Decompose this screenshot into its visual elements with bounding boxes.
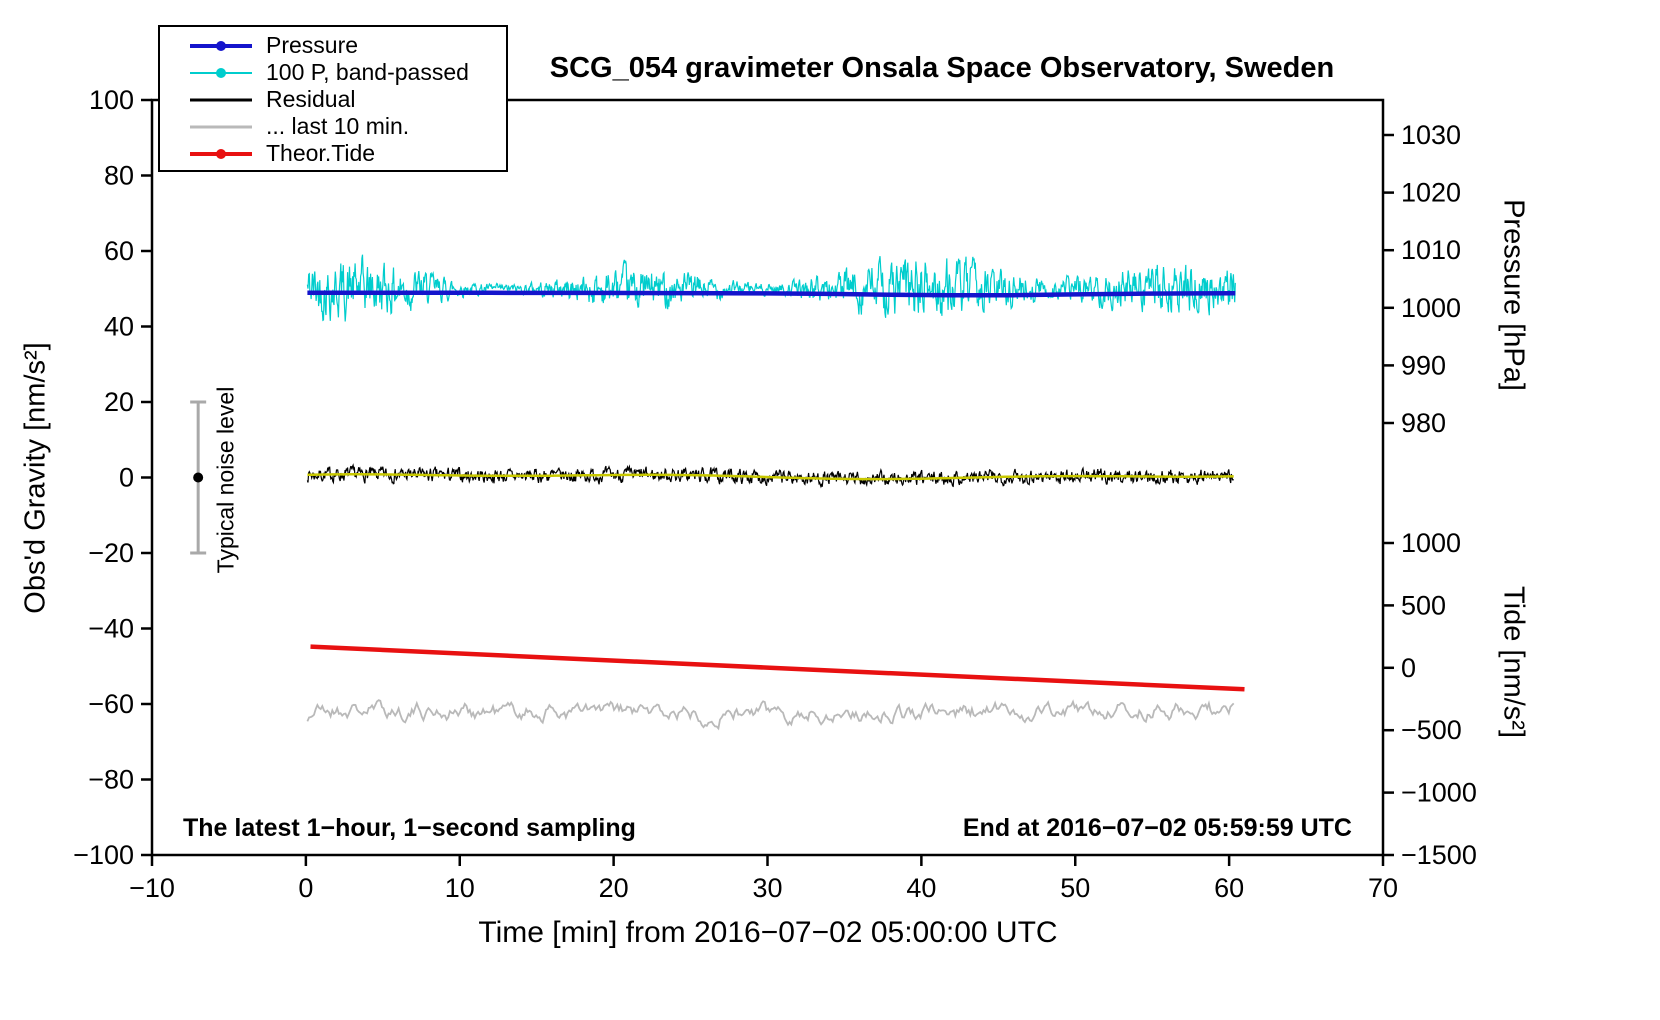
legend-sample-line (190, 148, 252, 159)
series-pressure (307, 290, 1236, 298)
legend-item-label: Theor.Tide (266, 140, 376, 166)
legend-sample-dot (216, 148, 226, 159)
y-left-tick-label: −80 (88, 765, 134, 795)
legend-sample-line (190, 40, 252, 51)
y-left-tick-label: 0 (119, 463, 134, 493)
legend-sample-dot (216, 67, 226, 78)
legend-item: Theor.Tide (190, 140, 506, 167)
tide-tick-label: −1000 (1401, 778, 1477, 808)
legend: Pressure 100 P, band-passed Residual... la… (158, 25, 508, 172)
x-tick-label: 70 (1368, 873, 1398, 903)
legend-sample-dot (216, 40, 226, 51)
pressure-tick-label: 990 (1401, 350, 1446, 380)
x-tick-label: −10 (129, 873, 175, 903)
series-band-passed-pressure (306, 254, 1236, 322)
series-residual-last-10min (306, 699, 1235, 731)
y-left-tick-label: 40 (104, 312, 134, 342)
y-left-tick-label: 20 (104, 387, 134, 417)
legend-sample-line (190, 95, 252, 105)
end-time-note: End at 2016−07−02 05:59:59 UTC (962, 814, 1352, 842)
y-axis-label-gravity: Obs'd Gravity [nm/s²] (19, 342, 52, 614)
x-tick-label: 50 (1060, 873, 1090, 903)
pressure-tick-label: 980 (1401, 408, 1446, 438)
tide-tick-label: −500 (1401, 715, 1462, 745)
chart-title: SCG_054 gravimeter Onsala Space Observat… (549, 52, 1335, 84)
tide-tick-label: 1000 (1401, 528, 1461, 558)
tide-tick-label: −1500 (1401, 840, 1477, 870)
y-left-tick-label: −40 (88, 614, 134, 644)
tide-tick-label: 500 (1401, 590, 1446, 620)
y-left-tick-label: −60 (88, 689, 134, 719)
legend-item-label: ... last 10 min. (266, 113, 410, 139)
legend-item: 100 P, band-passed (190, 59, 506, 86)
legend-sample-line (190, 67, 252, 78)
pressure-tick-label: 1030 (1401, 120, 1461, 150)
tide-tick-label: 0 (1401, 653, 1416, 683)
legend-item-label: Residual (266, 86, 356, 112)
x-tick-label: 40 (906, 873, 936, 903)
pressure-tick-label: 1010 (1401, 235, 1461, 265)
legend-item-label: 100 P, band-passed (266, 59, 469, 85)
series-residual-mean (307, 473, 1234, 481)
noise-bar-dot (193, 472, 204, 483)
y-axis-label-pressure: Pressure [hPa] (1497, 199, 1530, 391)
y-left-tick-label: −100 (73, 840, 134, 870)
y-left-tick-label: 100 (89, 85, 134, 115)
series-theor-tide (310, 644, 1245, 692)
legend-item-label: Pressure (266, 32, 359, 58)
y-left-tick-label: 80 (104, 161, 134, 191)
plot-frame (150, 98, 1385, 857)
noise-level-label: Typical noise level (212, 386, 239, 574)
x-tick-label: 60 (1214, 873, 1244, 903)
y-left-tick-label: −20 (88, 538, 134, 568)
legend-sample-line (190, 122, 252, 132)
x-tick-label: 20 (599, 873, 629, 903)
x-tick-label: 30 (752, 873, 782, 903)
x-axis-label: Time [min] from 2016−07−02 05:00:00 UTC (478, 916, 1058, 949)
legend-item: Residual (190, 86, 506, 113)
x-tick-label: 10 (445, 873, 475, 903)
y-left-tick-label: 60 (104, 236, 134, 266)
y-axis-label-tide: Tide [nm/s²] (1497, 585, 1530, 739)
series-residual (306, 463, 1235, 489)
sampling-note: The latest 1−hour, 1−second sampling (183, 814, 636, 842)
x-tick-label: 0 (298, 873, 313, 903)
pressure-tick-label: 1020 (1401, 178, 1461, 208)
legend-item: ... last 10 min. (190, 113, 506, 140)
legend-item: Pressure (190, 32, 506, 59)
pressure-tick-label: 1000 (1401, 293, 1461, 323)
